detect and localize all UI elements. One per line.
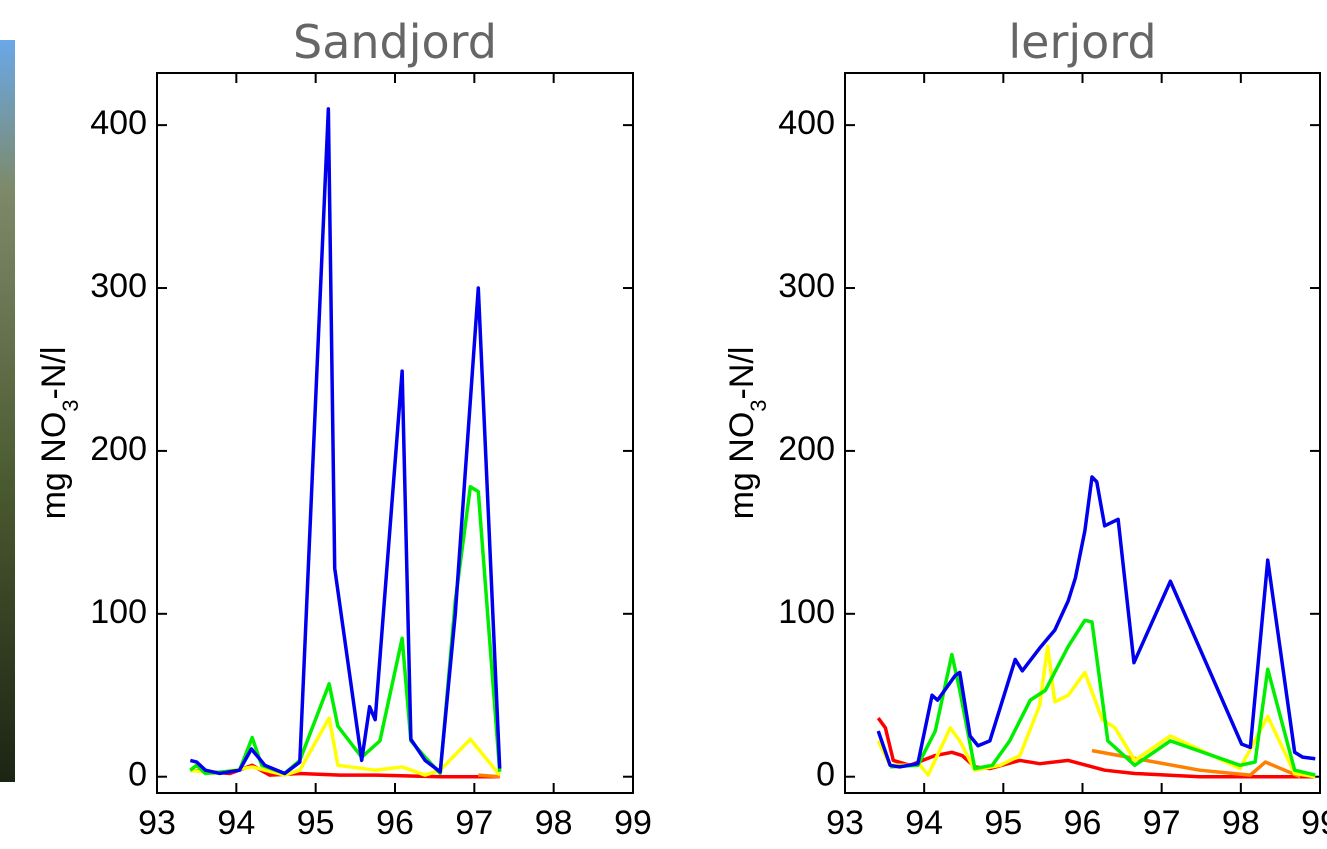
chart-title: Sandjord <box>293 15 497 69</box>
x-tick-label: 98 <box>1222 804 1260 842</box>
data-line <box>876 475 1316 769</box>
y-axis-label-part: mg NO <box>723 412 761 520</box>
y-tick-label: 200 <box>778 430 835 468</box>
y-tick-label: 400 <box>90 104 147 142</box>
x-tick-label: 95 <box>984 804 1022 842</box>
data-line <box>890 618 1316 777</box>
y-axis-label: mg NO3-N/l <box>723 347 771 520</box>
x-tick-label: 98 <box>535 804 573 842</box>
x-tick-label: 94 <box>905 804 943 842</box>
x-tick-label: 95 <box>297 804 335 842</box>
y-tick-label: 300 <box>778 267 835 305</box>
y-tick-label: 400 <box>778 104 835 142</box>
plot-frame <box>156 72 634 794</box>
chart-title: lerjord <box>1008 15 1156 69</box>
x-tick-label: 96 <box>1064 804 1102 842</box>
y-axis-label-part: -N/l <box>723 347 761 400</box>
y-axis-label: mg NO3-N/l <box>35 347 83 520</box>
y-tick-label: 200 <box>90 430 147 468</box>
y-tick-label: 0 <box>128 756 147 794</box>
y-axis-label-part: 3 <box>746 399 771 411</box>
x-tick-label: 99 <box>1301 804 1327 842</box>
x-tick-label: 93 <box>826 804 864 842</box>
x-tick-label: 97 <box>1143 804 1181 842</box>
data-line <box>189 107 502 776</box>
data-line <box>1091 748 1301 779</box>
x-tick-label: 93 <box>138 804 176 842</box>
photo-strip <box>0 40 15 782</box>
x-tick-label: 96 <box>376 804 414 842</box>
x-tick-label: 97 <box>455 804 493 842</box>
y-axis-label-part: 3 <box>58 399 83 411</box>
y-axis-label-part: -N/l <box>35 347 73 400</box>
data-line <box>190 716 502 777</box>
y-tick-label: 100 <box>90 593 147 631</box>
y-tick-label: 300 <box>90 267 147 305</box>
y-axis-label-part: mg NO <box>35 412 73 520</box>
data-line <box>478 773 500 779</box>
x-tick-label: 99 <box>614 804 652 842</box>
plot-frame <box>844 72 1321 794</box>
y-tick-label: 0 <box>816 756 835 794</box>
y-tick-label: 100 <box>778 593 835 631</box>
x-tick-label: 94 <box>217 804 255 842</box>
